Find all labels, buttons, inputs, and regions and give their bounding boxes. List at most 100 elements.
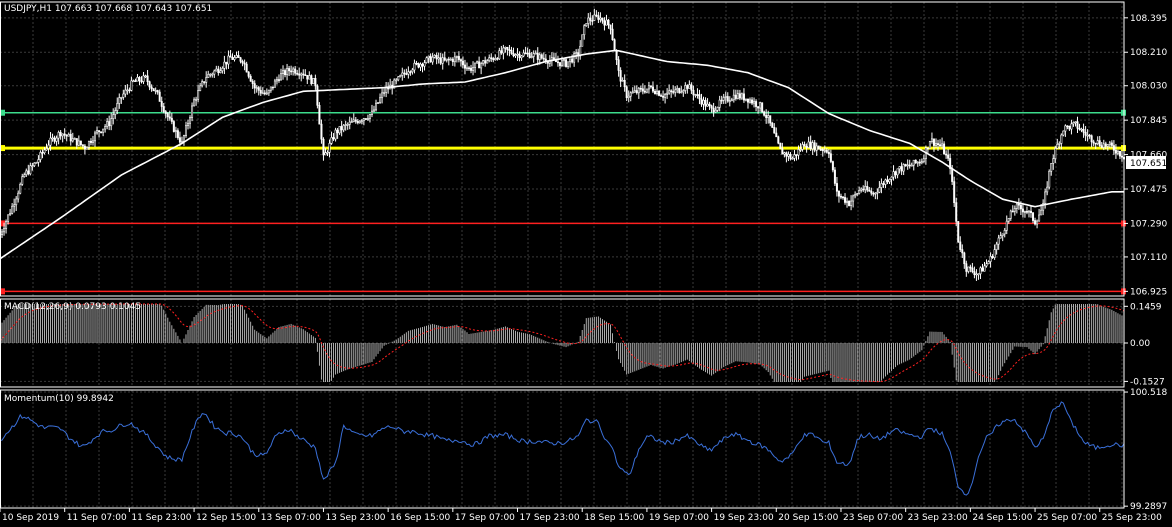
candle-body (821, 149, 824, 152)
candle-body (892, 171, 895, 178)
candle-body (269, 86, 272, 91)
candle-body (556, 61, 559, 64)
candle-body (712, 107, 715, 113)
candle-body (522, 52, 525, 57)
candle-body (512, 53, 515, 57)
candle-body (1090, 135, 1093, 143)
candle-body (870, 190, 873, 194)
candle-body (439, 57, 442, 64)
candle-body (29, 165, 32, 175)
candle-body (955, 202, 958, 222)
candle-body (49, 137, 52, 146)
candle-body (1021, 208, 1024, 213)
candle-body (1005, 220, 1008, 231)
candle-body (33, 162, 36, 166)
candle-body (854, 194, 857, 197)
candle-body (1066, 125, 1069, 128)
x-tick-label: 11 Sep 23:00 (131, 513, 191, 523)
candle-body (73, 138, 76, 140)
x-tick-label: 24 Sep 15:00 (972, 513, 1032, 523)
candle-body (221, 68, 224, 72)
candle-body (680, 91, 683, 94)
candle-body (868, 189, 871, 192)
candle-body (334, 129, 337, 140)
candle-body (704, 99, 707, 107)
candle-body (876, 191, 879, 194)
candle-body (227, 55, 230, 65)
candle-body (174, 130, 177, 132)
candle-body (805, 145, 808, 148)
candle-body (526, 52, 529, 55)
candle-body (1078, 127, 1081, 130)
candle-body (451, 58, 454, 63)
candle-body (492, 58, 495, 61)
candle-body (1072, 122, 1075, 125)
candle-body (417, 63, 420, 68)
candle-body (629, 92, 632, 97)
candle-body (375, 102, 378, 111)
candle-body (217, 68, 220, 74)
candle-body (714, 109, 717, 113)
candle-body (172, 121, 175, 132)
candle-body (1040, 209, 1043, 216)
candle-body (91, 140, 94, 143)
candle-body (1064, 125, 1067, 132)
candle-body (142, 75, 145, 82)
candle-body (684, 85, 687, 91)
candle-body (506, 46, 509, 51)
y-tick-label: 99.2897 (1130, 502, 1167, 512)
candle-body (51, 137, 54, 140)
candle-body (441, 57, 444, 64)
candle-body (178, 137, 181, 143)
candle-body (813, 142, 816, 151)
candle-body (189, 117, 192, 124)
candle-body (81, 144, 84, 147)
candle-body (461, 60, 464, 66)
candle-body (286, 68, 289, 76)
candle-body (528, 52, 531, 58)
candle-body (894, 171, 897, 176)
x-tick-label: 25 Sep 23:00 (1102, 513, 1162, 523)
candle-body (791, 158, 794, 160)
candle-body (235, 55, 238, 58)
candle-body (957, 221, 960, 243)
candle-body (368, 114, 371, 119)
candle-body (575, 52, 578, 54)
candle-body (696, 94, 699, 96)
x-tick-label: 18 Sep 15:00 (584, 513, 644, 523)
candle-body (941, 143, 944, 147)
candle-body (223, 61, 226, 69)
candle-body (670, 90, 673, 93)
candle-body (397, 76, 400, 81)
candle-body (1027, 210, 1030, 213)
candle-body (1048, 170, 1051, 188)
candle-body (651, 86, 654, 92)
candle-body (195, 98, 198, 101)
candle-body (472, 67, 475, 71)
candle-body (751, 99, 754, 104)
candle-body (170, 117, 173, 122)
candle-body (1017, 203, 1020, 206)
candle-body (184, 125, 187, 136)
candle-body (429, 55, 432, 63)
candle-body (275, 79, 278, 82)
candle-body (366, 118, 369, 120)
candle-body (793, 154, 796, 159)
candle-body (833, 169, 836, 184)
candle-body (722, 97, 725, 101)
candle-body (904, 164, 907, 167)
momentum-label: Momentum(10) 99.8942 (4, 394, 114, 404)
candle-body (494, 58, 497, 61)
candle-body (787, 153, 790, 157)
candle-body (1094, 142, 1097, 145)
candle-body (19, 184, 22, 194)
candle-body (112, 114, 115, 119)
candle-body (771, 122, 774, 128)
candle-body (645, 88, 648, 93)
x-tick-label: 11 Sep 07:00 (67, 513, 127, 523)
candle-body (736, 93, 739, 99)
candle-body (372, 109, 375, 112)
candle-body (900, 166, 903, 172)
candle-body (476, 61, 479, 64)
